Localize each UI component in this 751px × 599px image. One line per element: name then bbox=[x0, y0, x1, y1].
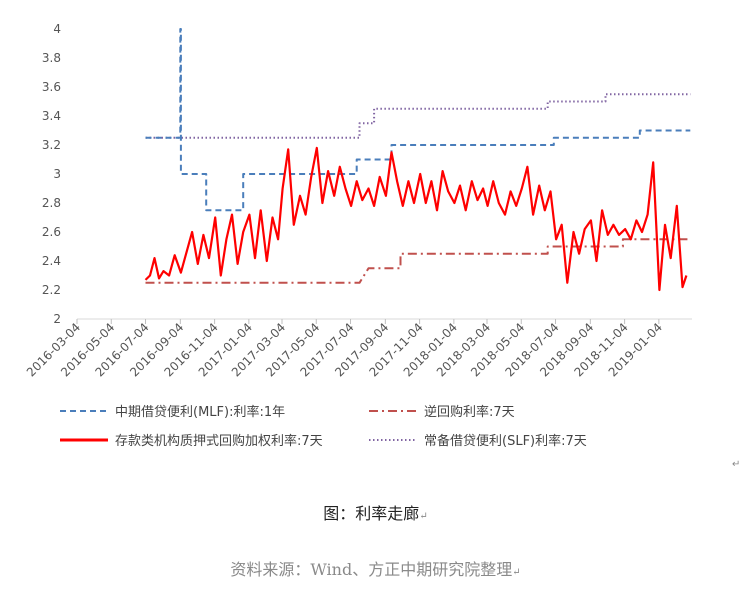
figure-caption-text: 图：利率走廊 bbox=[323, 504, 420, 523]
y-tick-label: 3.4 bbox=[42, 109, 61, 123]
series-line-0 bbox=[145, 28, 691, 212]
y-tick-label: 2 bbox=[53, 312, 61, 326]
y-tick-label: 3.8 bbox=[42, 51, 61, 65]
source-caption-text: 资料来源：Wind、方正中期研究院整理 bbox=[230, 560, 513, 579]
series-line-3 bbox=[145, 93, 691, 139]
paragraph-mark: ↵ bbox=[732, 459, 741, 470]
y-tick-label: 2.2 bbox=[42, 283, 61, 297]
y-tick-label: 3.6 bbox=[42, 80, 61, 94]
x-axis-ticks: 2016-03-042016-05-042016-07-042016-09-04… bbox=[24, 319, 665, 379]
series-layer bbox=[144, 28, 691, 292]
paragraph-mark: ↵ bbox=[512, 567, 521, 578]
figure-caption: 图：利率走廊↵ bbox=[0, 500, 751, 524]
y-tick-label: 2.6 bbox=[42, 225, 61, 239]
legend-label-0: 中期借贷便利(MLF):利率:1年 bbox=[115, 404, 285, 420]
y-tick-label: 2.8 bbox=[42, 196, 61, 210]
paragraph-mark: ↵ bbox=[419, 511, 428, 522]
source-caption: 资料来源：Wind、方正中期研究院整理↵ bbox=[0, 556, 751, 580]
legend-label-1: 逆回购利率:7天 bbox=[424, 404, 515, 420]
y-tick-label: 3 bbox=[53, 167, 61, 181]
legend-label-2: 存款类机构质押式回购加权利率:7天 bbox=[115, 433, 323, 449]
series-line-2 bbox=[144, 146, 688, 292]
y-tick-label: 4 bbox=[53, 22, 61, 36]
rate-corridor-chart: 2 2.2 2.4 2.6 2.8 3 3.2 3.4 3.6 3.8 4 2016-03-0420… bbox=[24, 22, 692, 449]
series-line-1 bbox=[145, 238, 691, 284]
legend-label-3: 常备借贷便利(SLF)利率:7天 bbox=[424, 433, 587, 449]
y-tick-label: 3.2 bbox=[42, 138, 61, 152]
y-axis-ticks: 2 2.2 2.4 2.6 2.8 3 3.2 3.4 3.6 3.8 4 bbox=[42, 22, 61, 326]
legend: 中期借贷便利(MLF):利率:1年 逆回购利率:7天存款类机构质押式回购加权利率:… bbox=[60, 404, 587, 449]
y-tick-label: 2.4 bbox=[42, 254, 61, 268]
